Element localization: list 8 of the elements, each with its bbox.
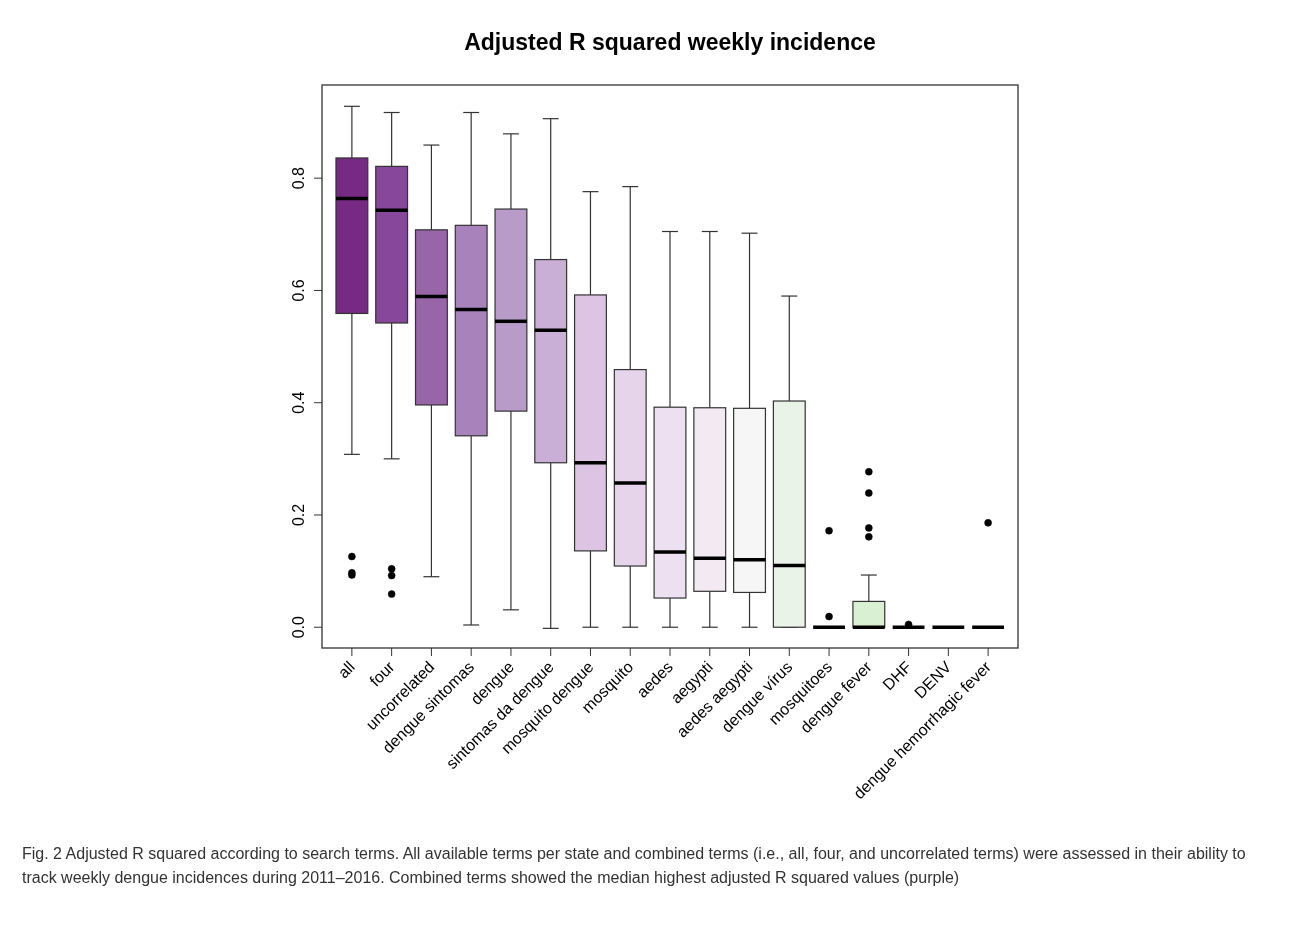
caption: Fig. 2 Adjusted R squared according to search terms. All available terms per state and combined terms (i.e., all, four, and uncorrelated terms) were assessed in their ability to track weekly dengue incidences during 2011–2016. Combined terms showed the median highest adjusted R squared values (purple) [22, 844, 1247, 888]
y-tick-label: 0.8 [290, 166, 307, 190]
x-tick-label: all [334, 658, 358, 682]
chart-title: Adjusted R squared weekly incidence [464, 29, 876, 55]
y-tick-label: 0.4 [290, 391, 307, 414]
y-tick-label: 0.6 [290, 279, 307, 302]
y-tick-label: 0.0 [290, 616, 307, 639]
y-tick-label: 0.2 [290, 503, 307, 527]
